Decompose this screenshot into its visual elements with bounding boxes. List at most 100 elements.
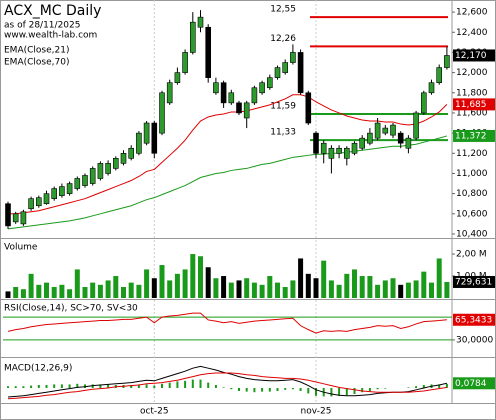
volume-bar (221, 276, 227, 298)
y-tick-label: 2,00 M (456, 250, 487, 260)
candle-body (320, 142, 327, 154)
macd-hist-bar (168, 382, 171, 388)
volume-bar (90, 282, 96, 298)
candle-body (428, 82, 435, 94)
volume-bar (113, 276, 119, 298)
macd-hist-bar (207, 382, 210, 388)
rsi-line (7, 312, 447, 334)
macd-line (7, 372, 447, 400)
legend-entry: EMA(Close,21) (4, 46, 69, 56)
macd-hist-bar (91, 384, 94, 388)
subtitle: as of 28/11/2025 (4, 21, 80, 31)
candle-body (413, 112, 419, 139)
macd-hist-bar (291, 388, 294, 390)
volume-bar (167, 280, 173, 298)
candle-body (336, 147, 342, 154)
volume-bar (298, 258, 304, 298)
panel-title: MACD(12,26,9) (4, 364, 72, 374)
candle-body (228, 92, 235, 104)
macd-hist-bar (438, 384, 441, 388)
candle-body (151, 122, 158, 154)
volume-bar (5, 291, 11, 298)
volume-bar (244, 278, 250, 298)
candle-body (213, 82, 219, 94)
candle-body (190, 21, 196, 53)
candle-body (166, 82, 173, 104)
volume-bar (290, 280, 296, 298)
volume-bar (236, 280, 242, 298)
macd-hist-bar (376, 388, 379, 390)
volume-bar (390, 278, 396, 298)
candle-body (59, 186, 65, 196)
candle-body (343, 147, 350, 159)
macd-hist-bar (307, 388, 310, 394)
candle-body (66, 183, 73, 194)
last-price-tag: 12,170 (455, 51, 487, 61)
candle-body (313, 132, 319, 154)
panel-title: Volume (4, 243, 38, 253)
volume-bar (51, 287, 57, 298)
candle-body (236, 102, 242, 114)
volume-bar (213, 278, 219, 298)
ema-line (7, 135, 448, 230)
volume-bar (259, 284, 265, 298)
macd-hist-bar (184, 380, 187, 388)
candle-body (159, 92, 165, 134)
last-volume-tag: 729,631 (455, 277, 492, 287)
macd-hist-bar (7, 386, 9, 388)
candle-body (128, 147, 134, 159)
candle-body (197, 16, 204, 28)
volume-bar (28, 273, 34, 298)
macd-hist-bar (68, 384, 71, 388)
volume-bar (313, 278, 319, 298)
macd-hist-bar (299, 388, 302, 391)
volume-bar (444, 281, 450, 298)
macd-hist-bar (199, 379, 202, 388)
volume-bar (159, 265, 165, 298)
candle-body (105, 163, 111, 174)
last-rsi-tag-box (453, 313, 495, 326)
macd-hist-bar (99, 384, 102, 388)
y-tick-label: 30,0000 (456, 335, 493, 345)
volume-bar (321, 260, 327, 298)
volume-bar (36, 284, 42, 298)
candle-body (259, 82, 265, 94)
candle-body (266, 77, 273, 89)
candle-body (351, 142, 358, 154)
candle-body (374, 122, 381, 139)
last-volume-tag-box (453, 275, 495, 288)
candle-body (97, 163, 104, 179)
candle-body (328, 147, 335, 159)
macd-hist-bar (214, 385, 217, 388)
volume-bar (67, 289, 73, 298)
macd-hist-bar (14, 386, 17, 388)
volume-bar (105, 280, 111, 298)
volume-bar (336, 284, 342, 298)
macd-hist-bar (107, 384, 110, 388)
volume-bar (59, 284, 65, 298)
macd-hist-bar (145, 384, 148, 388)
volume-bar (359, 276, 365, 298)
candle-body (290, 52, 296, 63)
macd-hist-bar (315, 388, 317, 396)
candle-body (274, 67, 281, 78)
volume-bar (275, 282, 280, 298)
y-tick-label: 12,600 (456, 8, 488, 18)
macd-hist-bar (137, 384, 140, 388)
candle-body (405, 137, 412, 149)
macd-hist-bar (415, 386, 418, 388)
candle-body (20, 211, 27, 225)
volume-bar (305, 273, 311, 298)
candle-body (51, 188, 58, 199)
volume-bar (44, 282, 49, 298)
macd-hist-bar (284, 388, 287, 390)
macd-hist-bar (22, 386, 25, 388)
macd-hist-bar (161, 383, 163, 388)
candle-body (220, 82, 227, 104)
macd-hist-bar (245, 388, 248, 392)
candle-body (113, 158, 119, 169)
watermark: www.wealth-lab.com (4, 31, 97, 41)
volume-bar (136, 284, 142, 298)
last-price-tag-box (453, 49, 495, 62)
